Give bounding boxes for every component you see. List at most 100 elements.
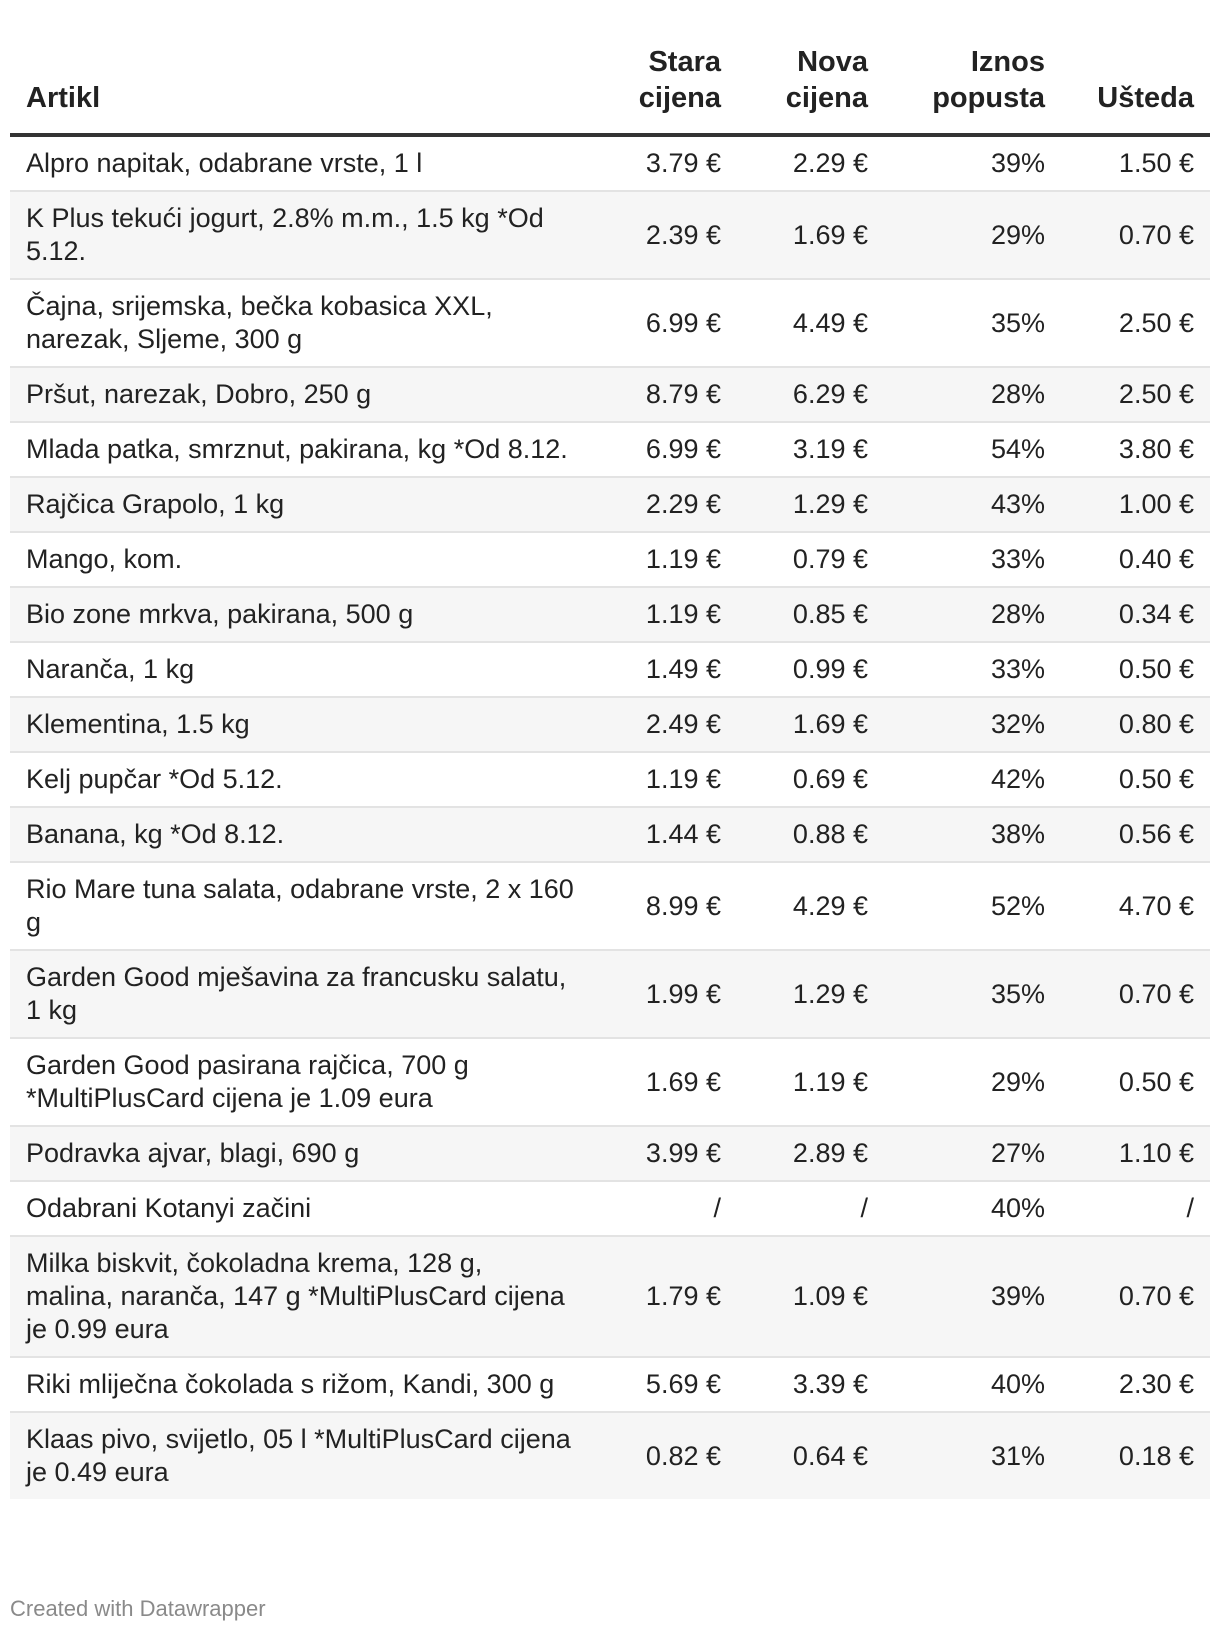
cell-stara-cijena: 1.19 € [590, 752, 737, 808]
cell-stara-cijena: 2.49 € [590, 697, 737, 753]
table-row: Pršut, narezak, Dobro, 250 g 8.79 €6.29 €… [10, 367, 1210, 423]
cell-usteda: 0.18 € [1061, 1412, 1210, 1499]
cell-nova-cijena: 1.09 € [737, 1236, 884, 1358]
cell-iznos-popusta: 35% [884, 950, 1061, 1039]
cell-artikl: Banana, kg *Od 8.12. [10, 807, 590, 863]
cell-nova-cijena: 4.49 € [737, 279, 884, 368]
cell-artikl: Garden Good mješavina za francusku salat… [10, 950, 590, 1039]
cell-stara-cijena: 8.79 € [590, 367, 737, 423]
column-header-iznos-popusta[interactable]: Iznos popusta [884, 44, 1061, 137]
cell-nova-cijena: 0.79 € [737, 532, 884, 588]
column-header-line1: Stara [648, 46, 721, 78]
cell-nova-cijena: 1.19 € [737, 1038, 884, 1127]
cell-usteda: 1.00 € [1061, 477, 1210, 533]
column-header-line2: cijena [638, 82, 721, 114]
cell-iznos-popusta: 28% [884, 587, 1061, 643]
cell-usteda: 0.70 € [1061, 191, 1210, 280]
cell-stara-cijena: 1.19 € [590, 532, 737, 588]
cell-iznos-popusta: 54% [884, 422, 1061, 478]
cell-artikl: Rajčica Grapolo, 1 kg [10, 477, 590, 533]
table-row: Čajna, srijemska, bečka kobasica XXL, na… [10, 279, 1210, 368]
column-header-artikl[interactable]: Artikl [10, 44, 590, 137]
cell-usteda: 2.50 € [1061, 367, 1210, 423]
cell-usteda: 0.56 € [1061, 807, 1210, 863]
cell-nova-cijena: 0.99 € [737, 642, 884, 698]
cell-nova-cijena: 6.29 € [737, 367, 884, 423]
table-container: Artikl Stara cijena Nova cijena Iznos po… [10, 44, 1210, 1499]
cell-iznos-popusta: 33% [884, 532, 1061, 588]
table-row: Kelj pupčar *Od 5.12. 1.19 €0.69 €42% 0.50… [10, 752, 1210, 808]
table-row: Bio zone mrkva, pakirana, 500 g 1.19 €0.8… [10, 587, 1210, 643]
cell-stara-cijena: 2.39 € [590, 191, 737, 280]
table-row: Riki mliječna čokolada s rižom, Kandi, 3… [10, 1357, 1210, 1413]
table-body: Alpro napitak, odabrane vrste, 1 l 3.79 €… [10, 135, 1210, 1499]
cell-artikl: Čajna, srijemska, bečka kobasica XXL, na… [10, 279, 590, 368]
column-header-line2: popusta [932, 82, 1045, 114]
cell-stara-cijena: 0.82 € [590, 1412, 737, 1499]
cell-usteda: / [1061, 1181, 1210, 1237]
cell-stara-cijena: 1.19 € [590, 587, 737, 643]
cell-usteda: 0.70 € [1061, 950, 1210, 1039]
cell-usteda: 2.50 € [1061, 279, 1210, 368]
table-row: Podravka ajvar, blagi, 690 g 3.99 €2.89 €… [10, 1126, 1210, 1182]
cell-usteda: 0.50 € [1061, 752, 1210, 808]
table-row: Mango, kom. 1.19 €0.79 €33% 0.40 € [10, 532, 1210, 588]
cell-artikl: Bio zone mrkva, pakirana, 500 g [10, 587, 590, 643]
cell-stara-cijena: 1.44 € [590, 807, 737, 863]
cell-iznos-popusta: 52% [884, 862, 1061, 951]
cell-artikl: K Plus tekući jogurt, 2.8% m.m., 1.5 kg … [10, 191, 590, 280]
column-header-line2: Ušteda [1097, 82, 1194, 114]
table-row: Garden Good mješavina za francusku salat… [10, 950, 1210, 1039]
table-row: Mlada patka, smrznut, pakirana, kg *Od 8… [10, 422, 1210, 478]
header-row: Artikl Stara cijena Nova cijena Iznos po… [10, 44, 1210, 137]
cell-iznos-popusta: 40% [884, 1181, 1061, 1237]
cell-artikl: Rio Mare tuna salata, odabrane vrste, 2 … [10, 862, 590, 951]
table-row: Klementina, 1.5 kg 2.49 €1.69 €32% 0.80 € [10, 697, 1210, 753]
cell-usteda: 0.34 € [1061, 587, 1210, 643]
cell-artikl: Milka biskvit, čokoladna krema, 128 g, m… [10, 1236, 590, 1358]
cell-nova-cijena: 2.29 € [737, 135, 884, 192]
cell-usteda: 0.70 € [1061, 1236, 1210, 1358]
table-row: Milka biskvit, čokoladna krema, 128 g, m… [10, 1236, 1210, 1358]
cell-iznos-popusta: 38% [884, 807, 1061, 863]
cell-artikl: Mango, kom. [10, 532, 590, 588]
cell-iznos-popusta: 40% [884, 1357, 1061, 1413]
cell-usteda: 0.80 € [1061, 697, 1210, 753]
table-row: Alpro napitak, odabrane vrste, 1 l 3.79 €… [10, 135, 1210, 192]
cell-usteda: 0.50 € [1061, 1038, 1210, 1127]
cell-nova-cijena: 2.89 € [737, 1126, 884, 1182]
cell-iznos-popusta: 39% [884, 1236, 1061, 1358]
cell-nova-cijena: / [737, 1181, 884, 1237]
cell-stara-cijena: 1.79 € [590, 1236, 737, 1358]
cell-stara-cijena: 1.69 € [590, 1038, 737, 1127]
cell-usteda: 1.50 € [1061, 135, 1210, 192]
cell-nova-cijena: 1.29 € [737, 950, 884, 1039]
column-header-stara-cijena[interactable]: Stara cijena [590, 44, 737, 137]
cell-artikl: Naranča, 1 kg [10, 642, 590, 698]
cell-iznos-popusta: 43% [884, 477, 1061, 533]
column-header-nova-cijena[interactable]: Nova cijena [737, 44, 884, 137]
cell-usteda: 3.80 € [1061, 422, 1210, 478]
cell-usteda: 0.40 € [1061, 532, 1210, 588]
column-header-line2: cijena [785, 82, 868, 114]
cell-stara-cijena: 3.79 € [590, 135, 737, 192]
cell-stara-cijena: 8.99 € [590, 862, 737, 951]
cell-usteda: 0.50 € [1061, 642, 1210, 698]
cell-stara-cijena: 1.49 € [590, 642, 737, 698]
table-row: K Plus tekući jogurt, 2.8% m.m., 1.5 kg … [10, 191, 1210, 280]
footer-credit[interactable]: Created with Datawrapper [10, 1596, 266, 1621]
cell-artikl: Klementina, 1.5 kg [10, 697, 590, 753]
table-row: Odabrani Kotanyi začini //40% / [10, 1181, 1210, 1237]
cell-nova-cijena: 3.39 € [737, 1357, 884, 1413]
cell-stara-cijena: 6.99 € [590, 422, 737, 478]
cell-iznos-popusta: 33% [884, 642, 1061, 698]
table-row: Rajčica Grapolo, 1 kg 2.29 €1.29 €43% 1.00… [10, 477, 1210, 533]
cell-iznos-popusta: 29% [884, 1038, 1061, 1127]
cell-artikl: Odabrani Kotanyi začini [10, 1181, 590, 1237]
table-row: Garden Good pasirana rajčica, 700 g *Mul… [10, 1038, 1210, 1127]
cell-iznos-popusta: 31% [884, 1412, 1061, 1499]
cell-nova-cijena: 1.69 € [737, 191, 884, 280]
cell-artikl: Podravka ajvar, blagi, 690 g [10, 1126, 590, 1182]
cell-nova-cijena: 1.29 € [737, 477, 884, 533]
column-header-usteda[interactable]: Ušteda [1061, 44, 1210, 137]
